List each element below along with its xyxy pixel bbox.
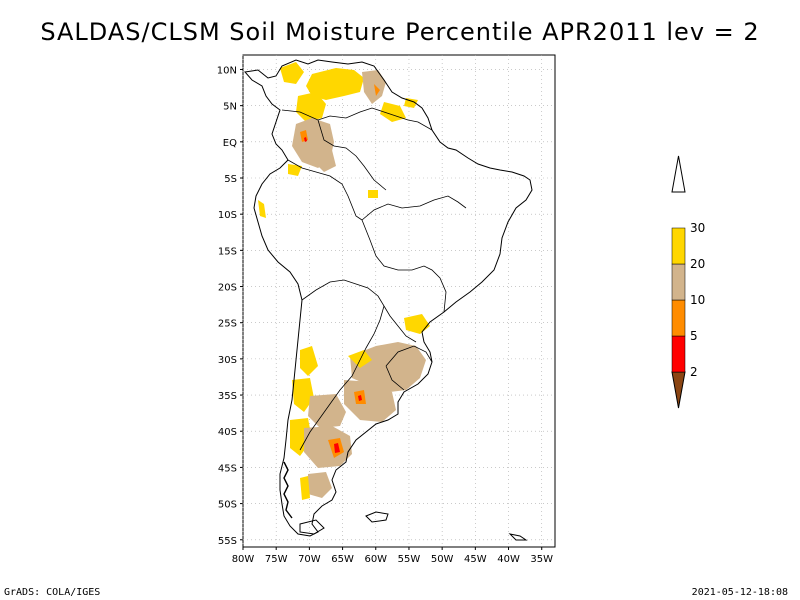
shade-amazon-spot bbox=[368, 190, 378, 198]
lon-label: 50W bbox=[431, 554, 454, 565]
map-title: SALDAS/CLSM Soil Moisture Percentile APR… bbox=[40, 18, 760, 46]
falkland-islands bbox=[365, 511, 389, 523]
colorbar: 2 5 10 20 30 bbox=[671, 155, 705, 409]
colorbar-label: 5 bbox=[690, 329, 698, 343]
colorbar-bottom-arrow bbox=[671, 371, 686, 409]
shade-chile-central bbox=[292, 378, 314, 412]
shade-colombia-red bbox=[304, 137, 307, 142]
shade-chile-north bbox=[300, 346, 318, 376]
lat-label: 40S bbox=[218, 427, 237, 438]
lat-label: 5N bbox=[223, 102, 237, 113]
lat-label: 5S bbox=[224, 174, 237, 185]
lon-label: 65W bbox=[331, 554, 354, 565]
shade-uruguay-region bbox=[350, 342, 426, 392]
lat-label: 20S bbox=[218, 283, 237, 294]
lat-label: 30S bbox=[218, 355, 237, 366]
shade-nw-caribbean bbox=[280, 62, 304, 84]
colorbar-label: 2 bbox=[690, 365, 698, 379]
shade-peru-north bbox=[316, 150, 336, 172]
lat-label: 10S bbox=[218, 210, 237, 221]
shade-venezuela-orange bbox=[374, 84, 380, 96]
colorbar-bin bbox=[671, 299, 686, 337]
lat-label: 55S bbox=[218, 536, 237, 547]
colorbar-top-arrow bbox=[671, 155, 686, 193]
shade-patagonia-red bbox=[334, 443, 340, 453]
shade-patagonia-yellow bbox=[300, 476, 310, 500]
continent-outline bbox=[244, 59, 533, 537]
shade-patagonia-north bbox=[304, 426, 352, 468]
map-panel: 10N5NEQ5S10S15S20S25S30S35S40S45S50S55S … bbox=[217, 54, 556, 565]
south-georgia bbox=[508, 533, 528, 541]
lat-label: EQ bbox=[223, 138, 237, 149]
country-borders bbox=[281, 107, 467, 451]
lat-label: 50S bbox=[218, 500, 237, 511]
lon-label: 60W bbox=[364, 554, 387, 565]
longitude-labels: 80W 75W 70W 65W 60W 55W 50W 45W 40W 35W bbox=[232, 554, 553, 565]
colorbar-bin bbox=[671, 335, 686, 373]
colorbar-label: 30 bbox=[690, 221, 705, 235]
shade-peru-coast bbox=[258, 200, 266, 218]
lon-label: 55W bbox=[398, 554, 421, 565]
lon-label: 75W bbox=[265, 554, 288, 565]
chilean-archipelago bbox=[283, 461, 293, 519]
lat-label: 10N bbox=[217, 65, 237, 76]
shade-suriname bbox=[404, 98, 418, 108]
shade-venezuela bbox=[306, 68, 364, 100]
colorbar-bin bbox=[671, 227, 686, 265]
colorbar-bins bbox=[671, 155, 686, 409]
anomaly-shading bbox=[258, 62, 430, 500]
lon-label: 80W bbox=[232, 554, 255, 565]
latitude-labels: 10N 5N EQ 5S 10S 15S 20S 25S 30S 35S 40S 45S 50S 55S bbox=[217, 65, 237, 546]
tierra-del-fuego bbox=[299, 519, 325, 535]
shade-pampas-red bbox=[358, 395, 362, 401]
shade-brazil-south-1 bbox=[404, 314, 430, 334]
lat-label: 25S bbox=[218, 319, 237, 330]
colorbar-bin bbox=[671, 263, 686, 301]
colorbar-labels: 2 5 10 20 30 bbox=[690, 221, 705, 379]
map-frame bbox=[242, 54, 556, 548]
lon-label: 45W bbox=[464, 554, 487, 565]
lat-label: 35S bbox=[218, 391, 237, 402]
lat-label: 15S bbox=[218, 246, 237, 257]
coastlines bbox=[244, 59, 533, 541]
footer-timestamp: 2021-05-12-18:08 bbox=[691, 587, 788, 598]
lon-label: 40W bbox=[497, 554, 520, 565]
colorbar-label: 10 bbox=[690, 293, 705, 307]
footer-credit: GrADS: COLA/IGES bbox=[4, 587, 101, 598]
lat-label: 45S bbox=[218, 463, 237, 474]
shade-ecuador-coast bbox=[288, 164, 302, 176]
shade-pampas bbox=[344, 380, 396, 422]
shade-patagonia-south bbox=[308, 472, 332, 498]
lon-label: 70W bbox=[298, 554, 321, 565]
shade-venezuela-east bbox=[362, 70, 386, 104]
lon-label: 35W bbox=[530, 554, 553, 565]
shade-colombia-north bbox=[296, 92, 326, 122]
shade-corrientes bbox=[348, 350, 372, 368]
shade-neuquen bbox=[308, 394, 346, 428]
colorbar-label: 20 bbox=[690, 257, 705, 271]
